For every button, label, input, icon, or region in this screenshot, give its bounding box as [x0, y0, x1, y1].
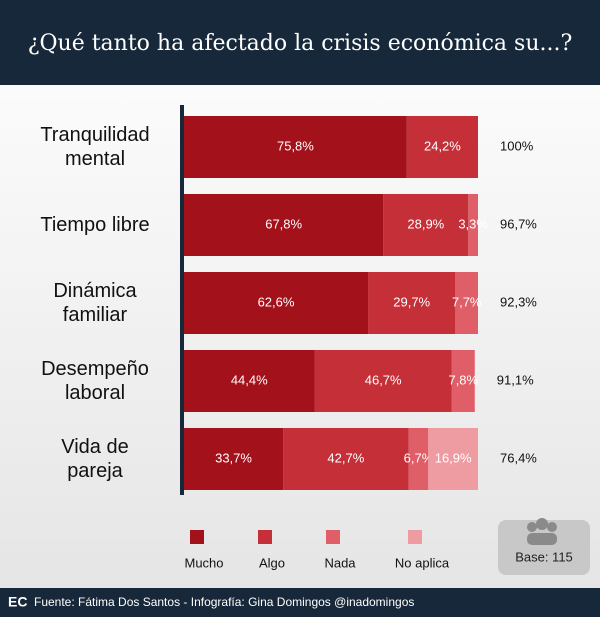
legend-swatch: [190, 530, 204, 544]
footer: [0, 588, 600, 617]
bar-segment: [408, 428, 429, 490]
bar-segment: [383, 194, 469, 256]
base-note: Base: 115: [515, 549, 573, 564]
value-label: 33,7%: [215, 450, 252, 465]
people-icon: [527, 518, 557, 545]
total-label: 92,3%: [500, 294, 537, 309]
bar-segment: [184, 350, 315, 412]
legend-label: Mucho: [184, 555, 223, 570]
source: Fuente: Fátima Dos Santos - Infografía: …: [34, 595, 414, 609]
value-label: 67,8%: [265, 216, 302, 231]
value-label: 7,7%: [452, 294, 482, 309]
value-label: 6,7%: [404, 450, 434, 465]
value-label: 46,7%: [365, 372, 402, 387]
value-label: 24,2%: [424, 138, 461, 153]
base-box: [498, 520, 590, 575]
bar-segment: [368, 272, 456, 334]
value-label: 7,8%: [448, 372, 478, 387]
total-label: 96,7%: [500, 216, 537, 231]
category-label: Desempeño laboral: [41, 358, 149, 404]
bar-segment: [184, 428, 284, 490]
bar-segment: [184, 272, 369, 334]
value-label: 16,9%: [435, 450, 472, 465]
total-label: 91,1%: [497, 372, 534, 387]
total-label: 100%: [500, 138, 534, 153]
bar-segment: [455, 272, 478, 334]
value-label: 3,3%: [458, 216, 488, 231]
bar-segment: [184, 116, 407, 178]
bar-segment: [184, 194, 384, 256]
value-label: 62,6%: [258, 294, 295, 309]
chart-title: ¿Qué tanto ha afectado la crisis económi…: [28, 31, 573, 56]
bar-segment: [468, 194, 478, 256]
logo: EC: [8, 594, 27, 610]
total-label: 76,4%: [500, 450, 537, 465]
bar-segment: [314, 350, 452, 412]
header: [0, 0, 600, 85]
value-label: 42,7%: [327, 450, 364, 465]
legend-label: Algo: [259, 555, 285, 570]
value-label: 44,4%: [231, 372, 268, 387]
legend-swatch: [326, 530, 340, 544]
legend-swatch: [408, 530, 422, 544]
legend-label: Nada: [324, 555, 356, 570]
value-label: 29,7%: [393, 294, 430, 309]
bar-segment: [428, 428, 478, 490]
bar-segment: [283, 428, 409, 490]
legend-swatch: [258, 530, 272, 544]
category-label: Tranquilidad mental: [40, 124, 150, 170]
legend-label: No aplica: [395, 555, 450, 570]
bar-segment: [406, 116, 478, 178]
bar-segment: [451, 350, 475, 412]
category-label: Vida de pareja: [61, 436, 129, 482]
category-label: Dinámica familiar: [53, 280, 137, 326]
category-label: Tiempo libre: [40, 214, 150, 236]
value-label: 75,8%: [277, 138, 314, 153]
value-label: 28,9%: [407, 216, 444, 231]
